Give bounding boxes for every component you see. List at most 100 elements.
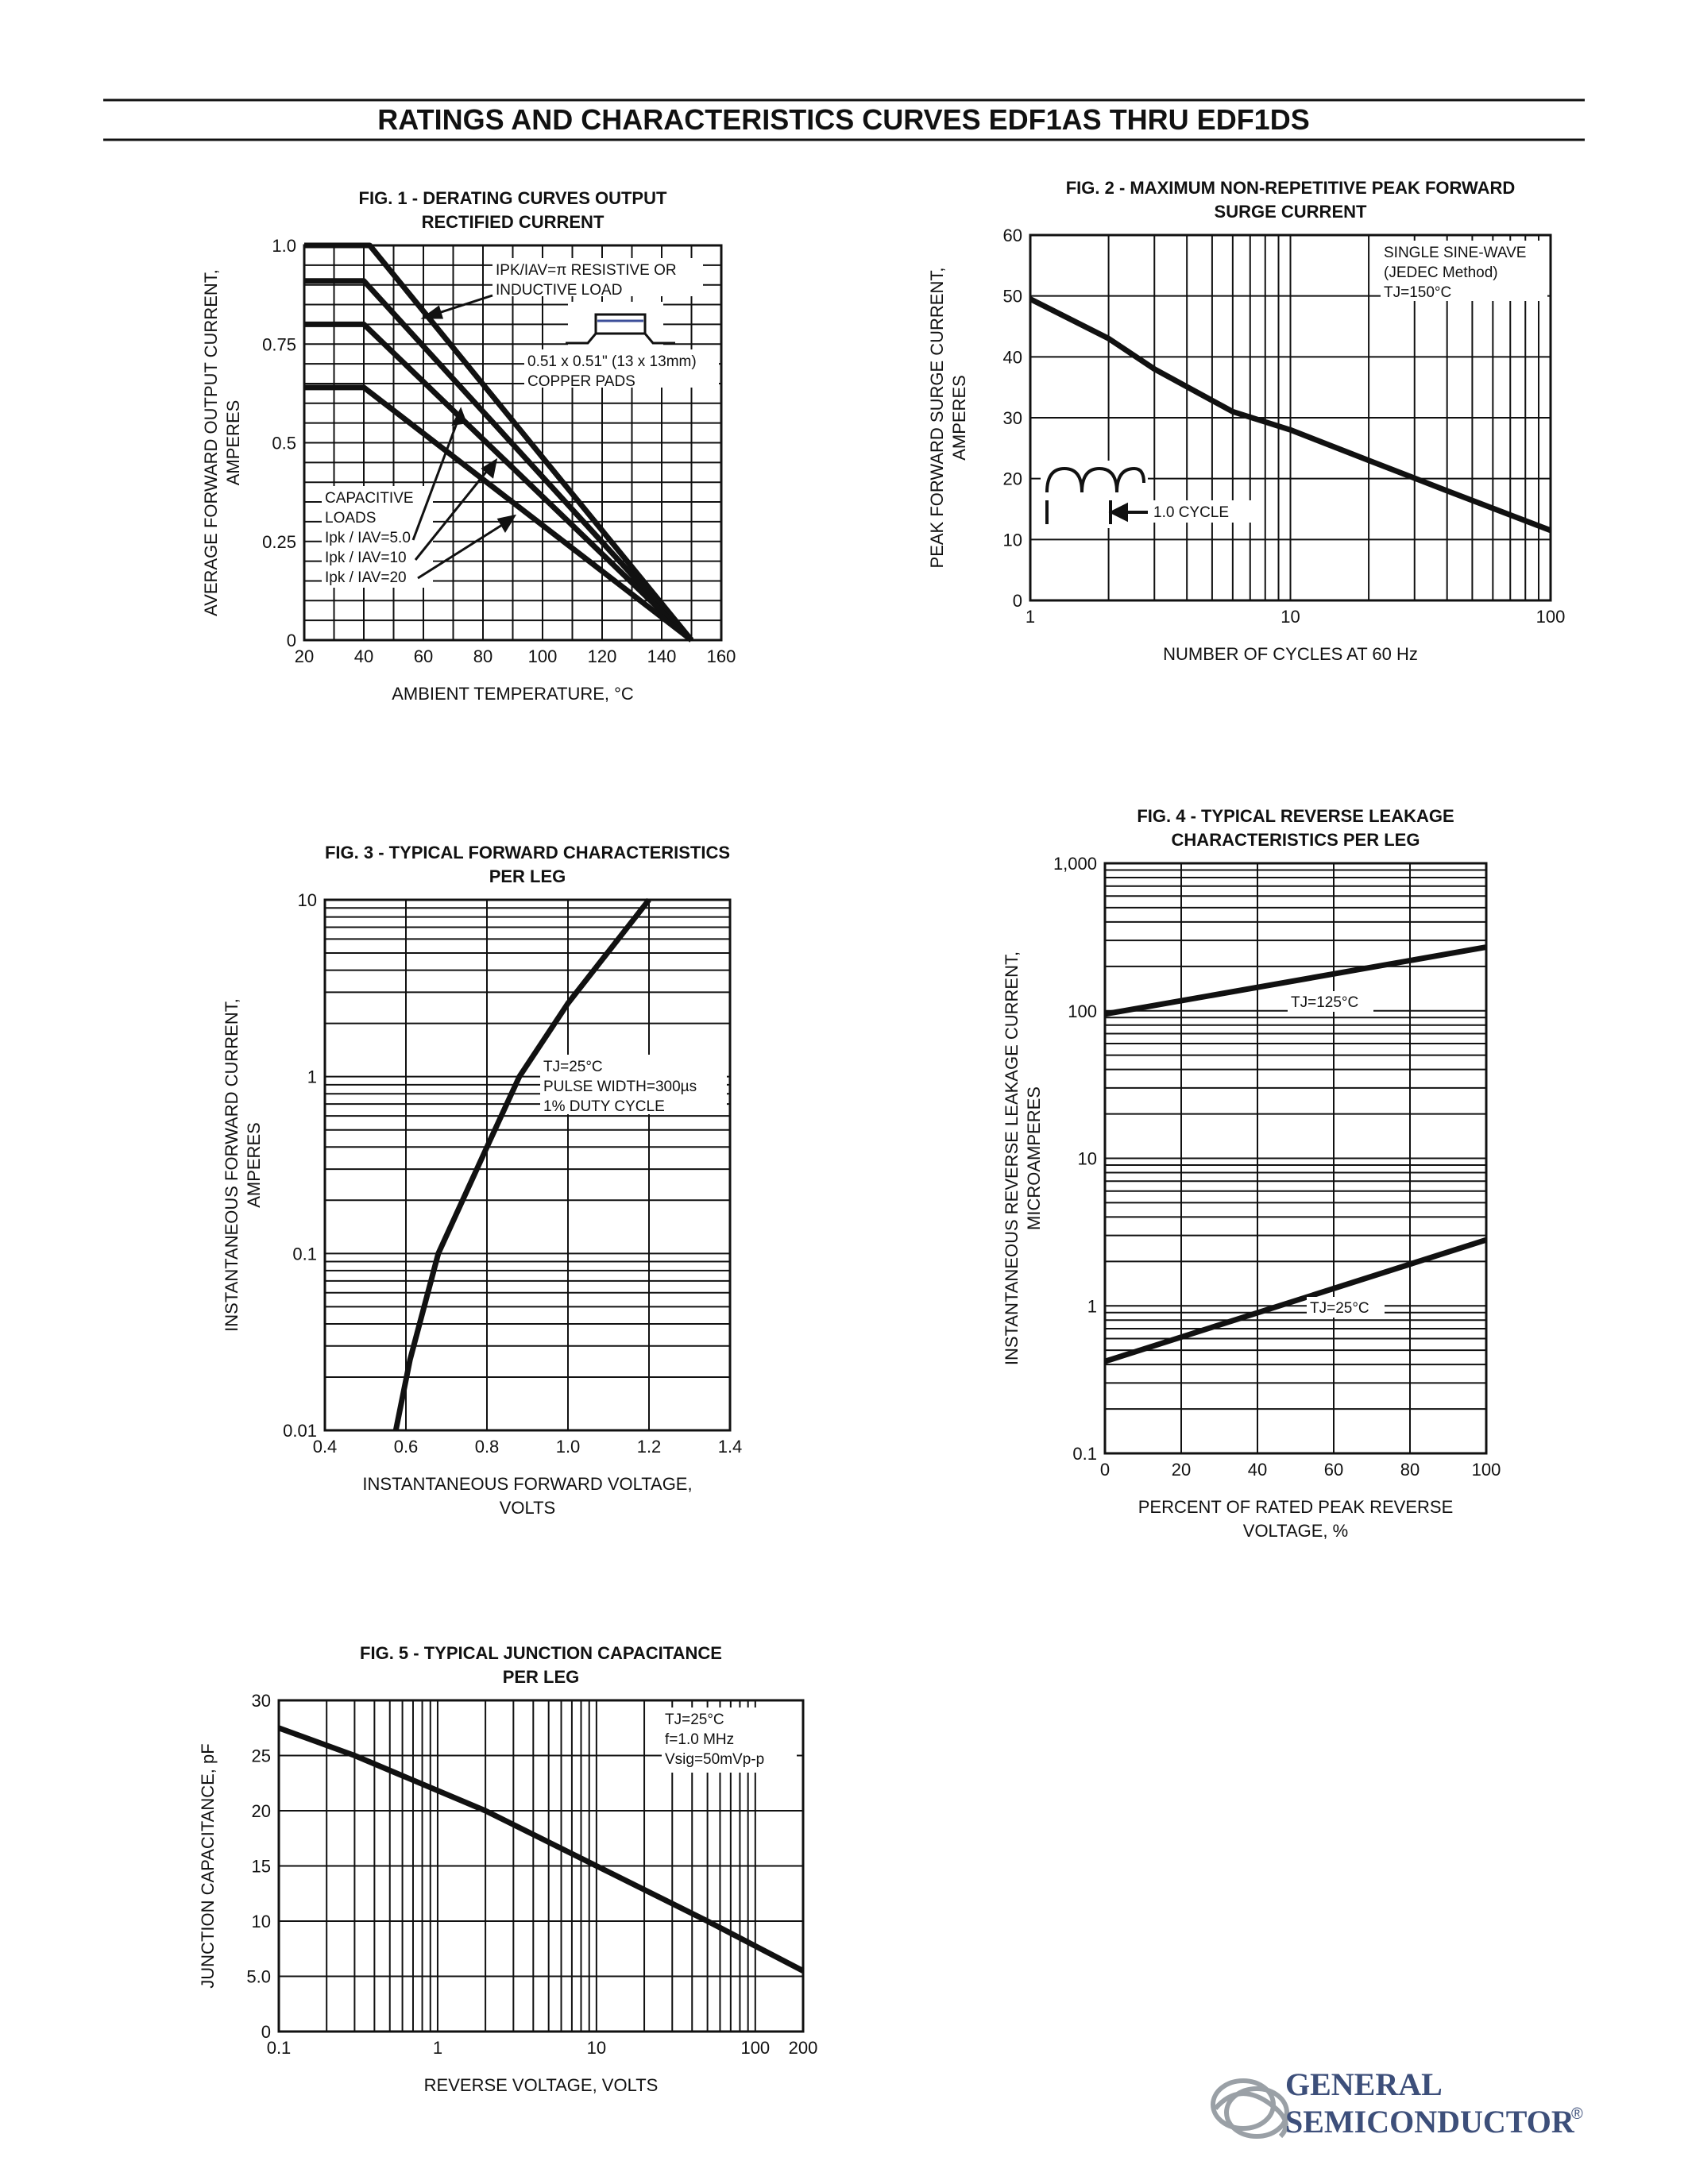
fig4-series-line-1 — [1103, 1237, 1488, 1364]
fig5-xtick-label-2: 10 — [587, 2038, 606, 2058]
fig3-plot-frame — [323, 898, 732, 1432]
fig1-annotation-bg-0 — [492, 258, 703, 296]
fig3-ytick-label-2: 1 — [307, 1067, 317, 1087]
fig1-xtick-label-0: 20 — [295, 646, 314, 666]
fig4-series-label-0: TJ=125°C — [1291, 994, 1358, 1011]
fig4-xtick-label-3: 60 — [1324, 1460, 1343, 1480]
fig1-annotation-1-line-0: 0.51 x 0.51" (13 x 13mm) — [527, 353, 697, 370]
fig5-ytick-label-5: 25 — [252, 1746, 271, 1766]
fig5-title-line-1: PER LEG — [503, 1667, 580, 1687]
fig1-annotation-1-line-1: COPPER PADS — [527, 373, 635, 390]
fig1-chart: FIG. 1 - DERATING CURVES OUTPUT RECTIFIED… — [201, 188, 736, 704]
fig2-annotation-bg-0 — [1381, 241, 1547, 301]
fig2-annotation-0-line-1: (JEDEC Method) — [1384, 264, 1498, 281]
fig4-xlabel-line-0: PERCENT OF RATED PEAK REVERSE — [1138, 1497, 1454, 1517]
fig1-annotation-0: IPK/IAV=π RESISTIVE OR INDUCTIVE LOAD — [492, 258, 703, 299]
fig4-xtick-label-0: 0 — [1100, 1460, 1110, 1480]
fig2-annotation-bg-1 — [1150, 500, 1253, 523]
fig2-xlabel-line-0: NUMBER OF CYCLES AT 60 Hz — [1163, 644, 1418, 664]
fig2-ytick-label-3: 30 — [1003, 408, 1022, 428]
fig2-ylabel-line-1: AMPERES — [949, 375, 969, 461]
charts-layer: FIG. 1 - DERATING CURVES OUTPUT RECTIFIED… — [198, 178, 1565, 2095]
fig1-arrow-20-icon — [496, 514, 517, 533]
fig2-ytick-label-1: 10 — [1003, 530, 1022, 550]
fig2-chart: FIG. 2 - MAXIMUM NON-REPETITIVE PEAK FOR… — [927, 178, 1565, 664]
fig3-xtick-label-0: 0.4 — [313, 1437, 338, 1457]
fig5-annotation-0-line-2: Vsig=50mVp-p — [665, 1751, 764, 1768]
fig2-xtick-label-0: 1 — [1026, 607, 1035, 627]
fig4-series-label-bg-1 — [1307, 1297, 1385, 1318]
fig1-leader-20 — [417, 519, 509, 580]
fig1-leader-10 — [414, 466, 492, 561]
logo-line2: SEMICONDUCTOR — [1285, 2104, 1575, 2140]
fig4-ytick-label-0: 0.1 — [1072, 1444, 1097, 1464]
fig2-extras — [1041, 461, 1148, 528]
fig3-title-line-1: PER LEG — [489, 866, 566, 886]
fig1-xtick-label-4: 100 — [528, 646, 558, 666]
fig1-leader-5 — [411, 416, 461, 541]
fig2-plot-frame — [1029, 233, 1552, 602]
fig2-ytick-label-6: 60 — [1003, 226, 1022, 245]
fig4-grid — [1104, 862, 1487, 1454]
fig2-annotation-0: SINGLE SINE-WAVE (JEDEC Method) TJ=150°C — [1381, 241, 1547, 301]
fig1-package-body-icon — [594, 313, 647, 335]
fig1-ytick-label-0: 0 — [287, 631, 296, 650]
fig4-xtick-label-1: 20 — [1172, 1460, 1191, 1480]
fig3-ytick-label-1: 0.1 — [292, 1244, 317, 1264]
fig2-cycle-arrow-icon — [1108, 502, 1128, 523]
fig1-ytick-label-2: 0.5 — [272, 434, 296, 453]
fig4-series-label-1: TJ=25°C — [1310, 1300, 1369, 1317]
fig1-title-line-0: FIG. 1 - DERATING CURVES OUTPUT — [359, 188, 667, 208]
fig2-ytick-label-5: 50 — [1003, 287, 1022, 307]
fig1-arrow-10-icon — [481, 457, 498, 479]
fig1-xtick-label-1: 40 — [354, 646, 373, 666]
fig1-series-line-1 — [304, 278, 694, 642]
fig2-ytick-label-0: 0 — [1013, 591, 1022, 611]
fig4-plot-frame — [1103, 862, 1488, 1455]
fig4-title-line-1: CHARACTERISTICS PER LEG — [1172, 830, 1420, 850]
fig1-xlabel-line-0: AMBIENT TEMPERATURE, °C — [392, 684, 634, 704]
fig3-annotation-0-line-2: 1% DUTY CYCLE — [543, 1098, 665, 1115]
fig5-ylabel-line-0: JUNCTION CAPACITANCE, pF — [198, 1743, 218, 1988]
fig3-ytick-label-3: 10 — [298, 890, 317, 910]
fig5-plot-frame — [277, 1699, 805, 2033]
fig5-xtick-label-0: 0.1 — [267, 2038, 292, 2058]
fig5-title-line-0: FIG. 5 - TYPICAL JUNCTION CAPACITANCE — [360, 1643, 722, 1663]
fig5-chart: FIG. 5 - TYPICAL JUNCTION CAPACITANCE PER… — [198, 1643, 817, 2095]
fig4-ytick-label-2: 10 — [1078, 1149, 1097, 1169]
fig2-series-line-0 — [1029, 296, 1552, 534]
fig3-ylabel-line-0: INSTANTANEOUS FORWARD CURRENT, — [222, 998, 241, 1332]
fig2-xtick-label-2: 100 — [1536, 607, 1566, 627]
fig3-annotation-0-line-1: PULSE WIDTH=300µs — [543, 1078, 697, 1095]
fig4-chart: FIG. 4 - TYPICAL REVERSE LEAKAGE CHARACTE… — [1002, 806, 1501, 1541]
fig1-xtick-label-2: 60 — [414, 646, 433, 666]
fig5-ytick-label-2: 10 — [252, 1912, 271, 1931]
fig3-xtick-label-3: 1.0 — [556, 1437, 581, 1457]
fig4-series-label-bg-0 — [1288, 991, 1373, 1012]
fig5-series-line-0 — [277, 1725, 805, 1974]
fig3-chart: FIG. 3 - TYPICAL FORWARD CHARACTERISTICS… — [222, 843, 742, 1518]
fig5-xlabel-line-0: REVERSE VOLTAGE, VOLTS — [424, 2075, 659, 2095]
fig1-annotation-2-line-2: Ipk / IAV=5.0 — [325, 530, 411, 546]
fig1-xtick-label-6: 140 — [647, 646, 677, 666]
fig1-series-line-2 — [304, 321, 693, 642]
fig5-ytick-label-0: 0 — [261, 2022, 271, 2042]
fig2-title-line-0: FIG. 2 - MAXIMUM NON-REPETITIVE PEAK FOR… — [1066, 178, 1516, 198]
fig3-annotation-0: TJ=25°C PULSE WIDTH=300µs 1% DUTY CYCLE — [540, 1055, 727, 1115]
fig1-ytick-label-1: 0.25 — [262, 532, 296, 552]
fig3-title-line-0: FIG. 3 - TYPICAL FORWARD CHARACTERISTICS — [325, 843, 730, 862]
fig1-annotation-0-line-0: IPK/IAV=π RESISTIVE OR — [496, 262, 677, 279]
fig1-xtick-label-3: 80 — [473, 646, 492, 666]
fig1-xtick-label-5: 120 — [588, 646, 617, 666]
fig3-xlabel-line-1: VOLTS — [500, 1498, 556, 1518]
fig3-series-line-0 — [392, 897, 651, 1431]
fig5-ytick-label-6: 30 — [252, 1691, 271, 1711]
fig1-annotation-2: CAPACITIVE LOADS Ipk / IAV=5.0 Ipk / IAV=10… — [322, 486, 433, 588]
fig1-arrow-resistive-icon — [420, 305, 444, 319]
logo-registered: ® — [1571, 2105, 1583, 2123]
fig1-annotation-bg-1 — [524, 349, 719, 388]
fig4-ytick-label-4: 1,000 — [1053, 854, 1097, 874]
fig4-xtick-label-2: 40 — [1248, 1460, 1267, 1480]
fig1-annotation-2-line-0: CAPACITIVE — [325, 490, 414, 507]
